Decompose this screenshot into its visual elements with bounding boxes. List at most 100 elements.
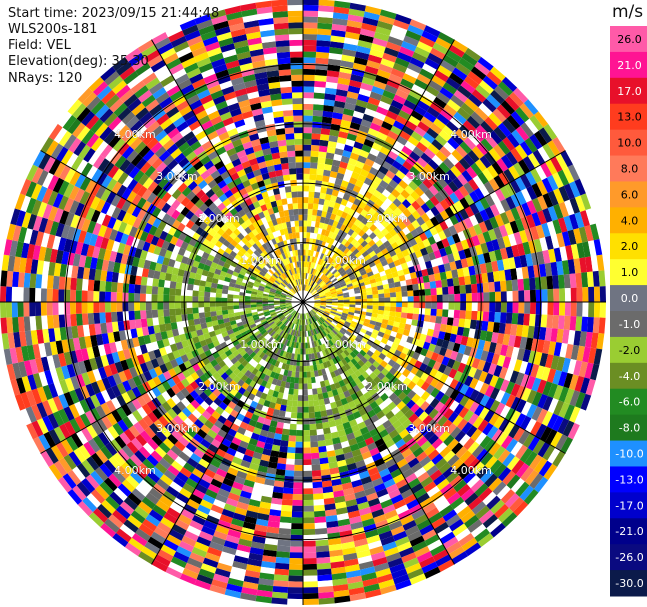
velocity-cell	[281, 499, 293, 506]
velocity-cell	[338, 392, 346, 400]
velocity-cell	[396, 458, 408, 469]
velocity-cell	[303, 406, 309, 413]
velocity-cell	[100, 389, 111, 403]
velocity-cell	[395, 89, 409, 100]
velocity-cell	[406, 390, 417, 400]
velocity-cell	[262, 266, 269, 273]
velocity-cell	[55, 340, 64, 355]
velocity-cell	[464, 319, 472, 329]
velocity-cell	[221, 305, 228, 311]
velocity-cell	[501, 76, 518, 92]
velocity-cell	[504, 182, 516, 197]
velocity-cell	[489, 191, 501, 205]
velocity-cell	[474, 483, 489, 497]
velocity-cell	[312, 487, 324, 495]
velocity-cell	[315, 340, 320, 347]
velocity-cell	[158, 415, 169, 427]
velocity-cell	[207, 383, 217, 393]
velocity-cell	[395, 332, 403, 340]
velocity-cell	[206, 321, 213, 328]
velocity-cell	[331, 329, 338, 335]
velocity-cell	[72, 485, 87, 501]
velocity-cell	[116, 197, 127, 210]
velocity-cell	[444, 386, 455, 398]
velocity-cell	[329, 47, 344, 55]
velocity-cell	[529, 277, 536, 291]
velocity-cell	[451, 458, 464, 471]
velocity-cell	[258, 365, 266, 373]
velocity-cell	[397, 391, 407, 401]
velocity-cell	[331, 294, 338, 298]
velocity-cell	[173, 229, 182, 239]
velocity-cell	[267, 461, 278, 469]
velocity-cell	[367, 357, 376, 365]
velocity-cell	[324, 348, 330, 356]
velocity-cell	[251, 344, 258, 352]
velocity-cell	[460, 510, 476, 524]
velocity-cell	[467, 441, 480, 455]
velocity-cell	[593, 286, 601, 302]
velocity-cell	[6, 270, 14, 287]
velocity-cell	[304, 272, 307, 279]
velocity-cell	[307, 279, 311, 286]
velocity-cell	[314, 321, 319, 328]
velocity-cell	[270, 396, 278, 404]
velocity-cell	[326, 317, 333, 323]
velocity-cell	[100, 237, 110, 250]
velocity-cell	[371, 508, 385, 519]
velocity-cell	[295, 324, 299, 331]
velocity-cell	[574, 408, 586, 426]
velocity-cell	[377, 289, 385, 295]
velocity-cell	[325, 319, 332, 325]
velocity-cell	[384, 268, 392, 275]
velocity-cell	[429, 122, 443, 135]
velocity-cell	[261, 555, 277, 563]
velocity-cell	[508, 357, 517, 371]
velocity-cell	[311, 353, 316, 360]
velocity-cell	[348, 157, 358, 167]
velocity-cell	[430, 216, 440, 227]
velocity-cell	[569, 213, 579, 230]
velocity-cell	[227, 305, 234, 310]
velocity-cell	[567, 422, 580, 440]
velocity-cell	[341, 482, 353, 491]
velocity-cell	[409, 427, 420, 438]
velocity-cell	[244, 251, 252, 258]
velocity-cell	[23, 272, 31, 288]
velocity-cell	[313, 306, 320, 310]
velocity-cell	[213, 397, 223, 407]
velocity-cell	[262, 307, 269, 311]
velocity-cell	[449, 333, 457, 343]
velocity-cell	[41, 188, 53, 204]
velocity-cell	[311, 458, 321, 465]
velocity-cell	[343, 206, 351, 214]
velocity-cell	[199, 256, 208, 265]
velocity-cell	[366, 305, 373, 310]
velocity-cell	[474, 61, 491, 76]
velocity-cell	[488, 442, 501, 457]
velocity-cell	[299, 325, 302, 332]
velocity-cell	[323, 104, 334, 113]
velocity-cell	[280, 331, 286, 338]
velocity-cell	[204, 396, 214, 406]
velocity-cell	[80, 348, 90, 361]
velocity-cell	[106, 353, 115, 366]
velocity-cell	[377, 331, 385, 338]
velocity-cell	[392, 174, 403, 185]
velocity-cell	[313, 227, 319, 234]
velocity-cell	[446, 278, 454, 287]
velocity-cell	[322, 286, 329, 291]
velocity-cell	[523, 278, 530, 291]
velocity-cell	[389, 211, 399, 221]
velocity-cell	[35, 357, 45, 373]
velocity-cell	[372, 189, 382, 199]
velocity-cell	[389, 383, 399, 393]
velocity-cell	[369, 447, 380, 457]
velocity-cell	[422, 178, 433, 189]
velocity-cell	[343, 226, 351, 234]
velocity-cell	[443, 184, 454, 196]
velocity-cell	[147, 350, 157, 361]
velocity-cell	[46, 355, 56, 370]
velocity-cell	[183, 270, 191, 278]
velocity-cell	[269, 455, 279, 464]
